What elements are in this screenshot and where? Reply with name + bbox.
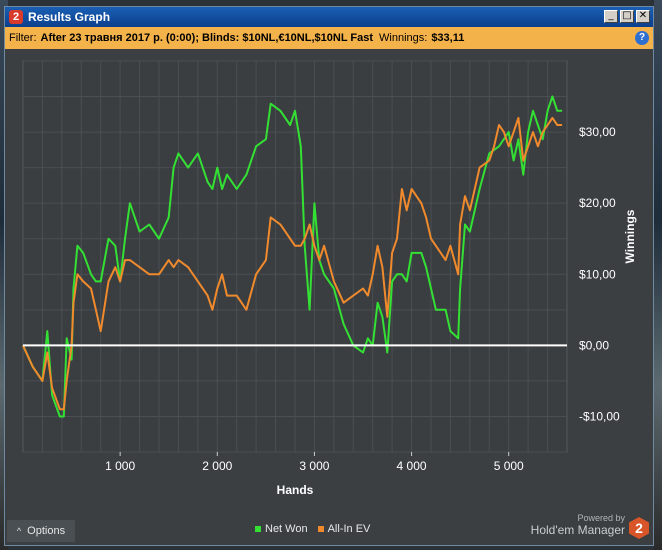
y-tick-label: $20,00 — [579, 196, 616, 210]
x-tick-label: 1 000 — [105, 459, 135, 473]
winnings-value: $33,11 — [431, 32, 465, 44]
chevron-up-icon: ^ — [16, 526, 22, 536]
y-tick-label: -$10,00 — [579, 409, 620, 423]
x-tick-label: 2 000 — [202, 459, 232, 473]
legend-label-net-won: Net Won — [265, 523, 308, 535]
y-tick-label: $30,00 — [579, 125, 616, 139]
hem2-logo-icon: 2 — [629, 517, 649, 539]
legend-swatch-all-in-ev — [317, 526, 324, 532]
options-button[interactable]: ^ Options — [7, 520, 75, 542]
series-line-net-won — [22, 95, 563, 418]
options-label: Options — [27, 525, 66, 537]
desktop-background-right — [654, 0, 662, 550]
legend-swatch-net-won — [255, 526, 261, 532]
title-bar[interactable]: 2 Results Graph _ □ ✕ — [5, 7, 653, 27]
bottom-bar: ^ Options Net Won All-In EV Powered by H… — [5, 511, 653, 545]
app-icon: 2 — [9, 10, 23, 24]
series-line-all-in-ev — [22, 116, 563, 411]
y-axis-label: Winnings — [623, 209, 637, 263]
window-title: Results Graph — [28, 10, 111, 24]
winnings-label: Winnings: — [379, 32, 428, 44]
chart-legend: Net Won All-In EV — [255, 523, 370, 535]
legend-item-all-in-ev[interactable]: All-In EV — [317, 523, 371, 535]
x-tick-label: 3 000 — [299, 459, 329, 473]
x-axis-label: Hands — [277, 483, 314, 497]
x-tick-label: 4 000 — [397, 459, 427, 473]
y-tick-label: $0,00 — [579, 338, 609, 352]
minimize-button[interactable]: _ — [604, 10, 618, 23]
powered-by-text: Powered by — [577, 513, 625, 523]
window-controls: _ □ ✕ — [604, 10, 650, 23]
help-icon[interactable]: ? — [635, 31, 649, 45]
x-tick-label: 5 000 — [494, 459, 524, 473]
filter-value: After 23 травня 2017 р. (0:00); Blinds: … — [40, 32, 374, 44]
legend-item-net-won[interactable]: Net Won — [255, 523, 308, 535]
results-graph-window: 2 Results Graph _ □ ✕ Filter: After 23 т… — [4, 6, 654, 546]
maximize-button[interactable]: □ — [620, 10, 634, 23]
y-tick-label: $10,00 — [579, 267, 616, 281]
filter-label: Filter: — [9, 32, 37, 44]
brand-name: Hold'em Manager — [530, 523, 625, 537]
legend-label-all-in-ev: All-In EV — [327, 523, 371, 535]
close-button[interactable]: ✕ — [636, 10, 650, 23]
branding: Powered by Hold'em Manager — [531, 513, 625, 537]
results-chart[interactable]: -$10,00 $0,00 $10,00 $20,00 $30,00 1 000 2 000… — [5, 49, 653, 511]
filter-bar: Filter: After 23 травня 2017 р. (0:00); … — [5, 27, 653, 49]
